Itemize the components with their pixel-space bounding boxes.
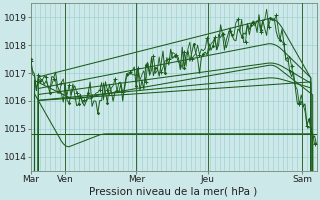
X-axis label: Pression niveau de la mer( hPa ): Pression niveau de la mer( hPa ) — [90, 187, 258, 197]
